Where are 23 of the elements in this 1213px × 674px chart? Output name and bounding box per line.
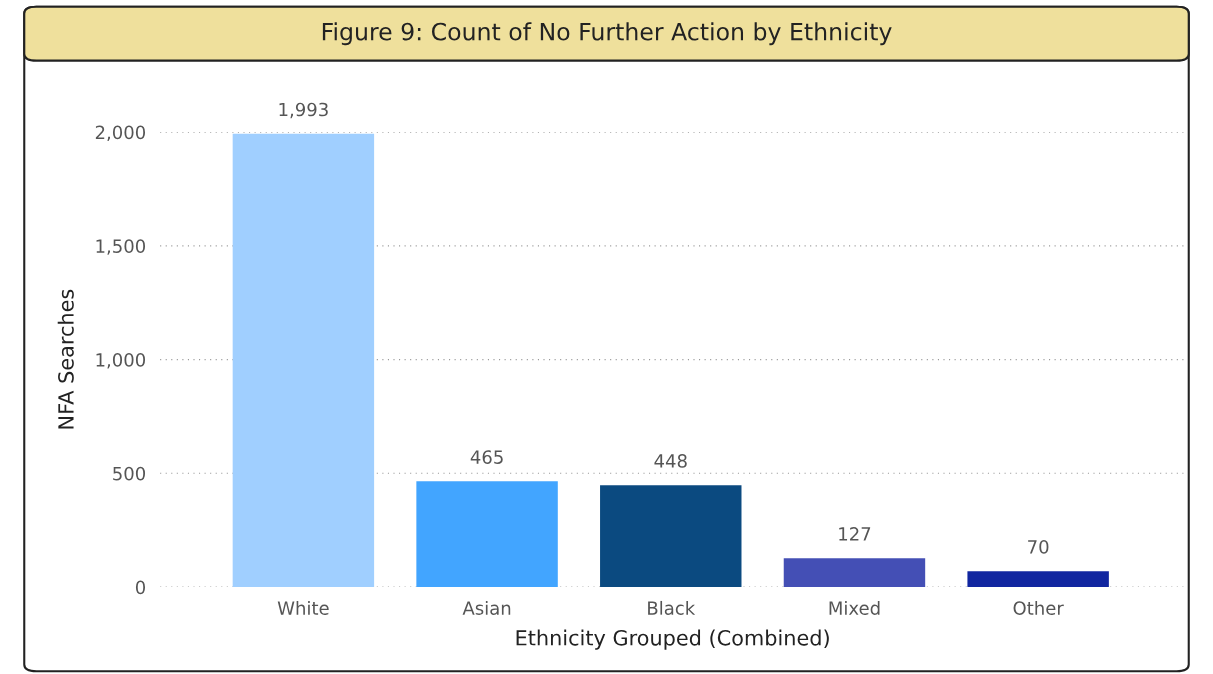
y-axis-title: NFA Searches [57, 289, 74, 429]
x-axis-title: Ethnicity Grouped (Combined) [516, 629, 829, 650]
data-label: 70 [1028, 540, 1049, 554]
bar [783, 558, 926, 588]
y-tick-label: 500 [113, 466, 146, 481]
y-tick-label: 0 [135, 580, 146, 595]
chart-title: Figure 9: Count of No Further Action by Ethnicity [322, 22, 892, 46]
x-tick-label: Mixed [829, 600, 880, 615]
x-tick-label: Asian [462, 600, 511, 615]
y-tick-label: 1,000 [96, 353, 146, 369]
data-label: 448 [654, 454, 687, 468]
bar [967, 571, 1109, 588]
data-label: 465 [470, 450, 503, 464]
x-tick-label: Other [1013, 600, 1064, 615]
y-tick-label: 1,500 [96, 239, 146, 255]
y-tick-label: 2,000 [95, 125, 146, 142]
bar [416, 481, 558, 588]
data-label: 1,993 [279, 102, 328, 119]
data-label: 127 [839, 527, 871, 541]
x-tick-label: White [277, 600, 329, 615]
bar [600, 485, 742, 588]
bar [232, 133, 375, 588]
x-tick-label: Black [648, 600, 696, 615]
